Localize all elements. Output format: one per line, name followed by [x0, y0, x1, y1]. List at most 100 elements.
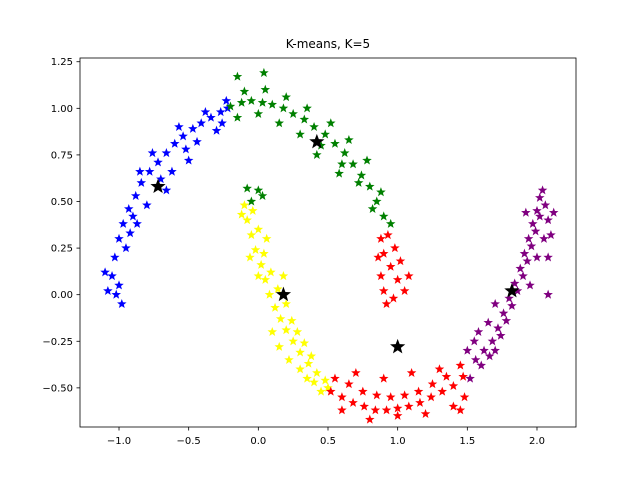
cluster-1-point — [130, 190, 141, 200]
x-tick-label: 1.0 — [390, 436, 406, 447]
cluster-1-centroid — [150, 178, 166, 194]
cluster-4-point — [399, 390, 410, 400]
x-tick-label: 1.5 — [459, 436, 475, 447]
cluster-5-point — [540, 200, 551, 210]
cluster-4-point — [459, 392, 470, 402]
cluster-3-point — [253, 271, 264, 281]
cluster-5-point — [522, 256, 532, 266]
cluster-5-point — [525, 280, 535, 290]
cluster-4-point — [365, 414, 375, 424]
cluster-3-centroid — [275, 286, 292, 302]
cluster-2-point — [372, 196, 382, 206]
cluster-1-point — [217, 118, 227, 128]
cluster-1-point — [188, 123, 198, 133]
cluster-1-point — [103, 285, 113, 295]
cluster-5-point — [535, 192, 545, 202]
cluster-4-point — [404, 271, 414, 281]
cluster-1-point — [117, 299, 127, 309]
cluster-5-point — [484, 351, 495, 361]
cluster-5-point — [528, 218, 538, 228]
cluster-2-point — [326, 118, 336, 128]
cluster-5-point — [479, 345, 489, 355]
cluster-4-point — [378, 248, 389, 258]
cluster-2-centroid — [309, 133, 325, 149]
cluster-1-point — [114, 233, 124, 243]
cluster-1-point — [161, 185, 172, 195]
cluster-2-point — [356, 170, 367, 180]
cluster-3-point — [284, 354, 294, 364]
cluster-1-point — [118, 218, 128, 228]
cluster-3-point — [278, 271, 289, 281]
cluster-1-point — [174, 121, 184, 131]
cluster-2-point — [260, 84, 271, 94]
cluster-4-point — [370, 405, 381, 415]
cluster-4-point — [404, 401, 414, 411]
cluster-1-point — [161, 148, 172, 158]
cluster-1-point — [181, 144, 191, 154]
cluster-4-point — [330, 373, 340, 383]
cluster-4-point — [392, 410, 403, 420]
cluster-5-point — [509, 278, 520, 288]
x-tick-label: −1.0 — [107, 436, 131, 447]
cluster-1-point — [178, 131, 188, 141]
y-axis: −0.50 −0.25 0.00 0.25 0.50 0.75 1.00 1.25 — [42, 57, 80, 394]
cluster-3-point — [309, 377, 319, 387]
cluster-3-point — [274, 341, 284, 351]
cluster-5-point — [498, 308, 509, 318]
cluster-3-point — [287, 315, 297, 325]
cluster-5-point — [523, 233, 534, 243]
cluster-2-point — [367, 203, 378, 213]
cluster-4-point — [458, 371, 468, 381]
cluster-2-point — [353, 177, 364, 187]
cluster-1-point — [136, 177, 147, 187]
cluster-4-point — [378, 285, 389, 295]
cluster-3-point — [295, 364, 305, 374]
cluster-4-point — [426, 392, 436, 402]
cluster-1-point — [128, 211, 138, 221]
cluster-5-point — [546, 230, 556, 240]
y-tick-label: 0.25 — [51, 244, 73, 255]
cluster-1-point — [206, 112, 216, 122]
cluster-2-point — [246, 95, 257, 105]
cluster-4-point — [395, 256, 406, 266]
cluster-3-point — [264, 289, 275, 299]
cluster-1-point — [200, 107, 211, 117]
cluster-4-point — [383, 230, 393, 240]
cluster-2-point — [316, 140, 326, 150]
cluster-2-point — [257, 97, 268, 107]
cluster-3-point — [266, 267, 276, 277]
cluster-2-point — [312, 149, 322, 159]
cluster-2-point — [339, 148, 350, 158]
cluster-3-point — [236, 209, 247, 219]
y-tick-label: 1.25 — [51, 57, 73, 68]
cluster-1-point — [156, 174, 166, 184]
cluster-5-point — [490, 345, 500, 355]
x-axis: −1.0 −0.5 0.0 0.5 1.0 1.5 2.0 — [107, 427, 545, 447]
cluster-1-point — [114, 280, 124, 290]
cluster-1-point — [144, 166, 155, 176]
cluster-5-point — [465, 373, 475, 383]
cluster-4-point — [373, 252, 383, 262]
cluster-2-point — [334, 168, 344, 178]
y-tick-label: 0.75 — [51, 150, 73, 161]
cluster-3-point — [281, 299, 291, 309]
x-tick-label: 0.0 — [250, 436, 266, 447]
cluster-2-point — [378, 211, 389, 221]
y-tick-label: −0.25 — [42, 337, 73, 348]
cluster-5-centroid — [504, 282, 520, 298]
cluster-2-point — [253, 185, 264, 195]
cluster-4-point — [420, 408, 431, 418]
cluster-3-point — [256, 259, 266, 269]
cluster-4-point — [385, 392, 396, 402]
cluster-2-point — [385, 218, 396, 228]
cluster-1-point — [147, 148, 158, 158]
cluster-2-point — [302, 103, 312, 113]
chart-title: K-means, K=5 — [286, 37, 370, 51]
y-tick-label: 0.50 — [51, 197, 73, 208]
cluster-5-point — [501, 315, 512, 325]
cluster-3-point — [250, 244, 261, 254]
cluster-2-point — [299, 114, 310, 124]
cluster-4-point — [399, 285, 410, 295]
cluster-5-point — [473, 326, 484, 336]
cluster-5-point — [537, 185, 548, 195]
